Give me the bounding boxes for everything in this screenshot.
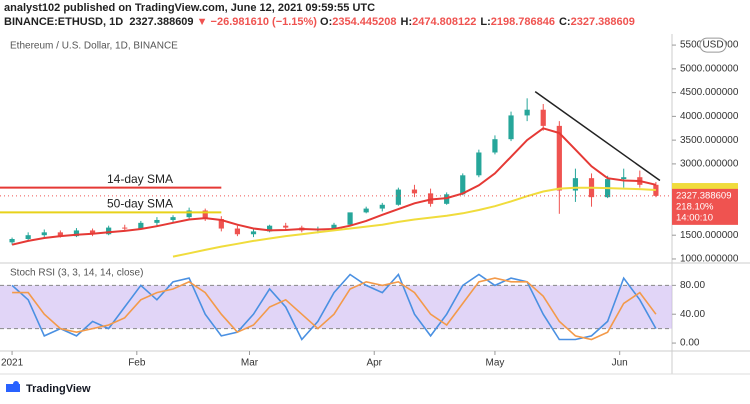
annotation-label: 50-day SMA	[107, 197, 173, 211]
series-line	[172, 186, 656, 258]
ohlc-value: 2327.388609	[570, 16, 635, 28]
candle-body	[234, 228, 241, 235]
currency-badge	[699, 37, 727, 53]
candle-body	[524, 109, 530, 116]
stoch-band	[0, 285, 672, 329]
change: ▼ −26.981610 (−1.15%)	[196, 16, 317, 28]
ohlc-value: 2198.786846	[490, 16, 555, 28]
x-tick-label: Feb	[128, 358, 146, 369]
trend-line	[534, 91, 661, 182]
publisher: analyst102 published on TradingView.com,…	[4, 2, 376, 14]
candle-body	[476, 152, 482, 176]
candle-body	[653, 184, 659, 196]
candle-body	[572, 178, 579, 191]
candle-body	[395, 189, 401, 205]
symbol: BINANCE:ETHUSD, 1D	[4, 16, 124, 28]
ohlc-value: 2354.445208	[332, 16, 397, 28]
candle-body	[331, 224, 337, 230]
x-tick-label: Apr	[366, 358, 382, 369]
candle-body	[250, 231, 257, 235]
stoch-title: Stoch RSI (3, 3, 14, 14, close)	[10, 268, 143, 279]
candle-body	[186, 210, 192, 218]
y-tick-label: 3000.000000	[680, 159, 739, 170]
price: 2327.388609	[129, 16, 194, 28]
candle-body	[621, 177, 627, 180]
ohlc: O:2354.445208 H:2474.808122 L:2198.786846 C…	[320, 16, 639, 28]
last-price-label: 2327.388609	[676, 190, 731, 201]
candle-body	[363, 208, 369, 213]
candle-body	[347, 212, 353, 225]
ohlc-label: H:	[400, 16, 413, 28]
y-tick-label: 4500.000000	[680, 87, 739, 98]
y-tick-label: 1000.000000	[680, 254, 739, 265]
series-line	[11, 127, 657, 246]
ohlc-label: C:	[558, 16, 571, 28]
candle-body	[379, 204, 385, 209]
symbol-line: BINANCE:ETHUSD, 1D 2327.388609 ▼ −26.981…	[4, 16, 639, 28]
last-price-box	[672, 188, 738, 225]
y-tick-label: 4000.000000	[680, 111, 739, 122]
candle-body	[218, 219, 224, 229]
candle-body	[25, 235, 31, 239]
candle-body	[508, 115, 514, 140]
annotation-label: 14-day SMA	[107, 172, 173, 186]
candle-body	[73, 230, 80, 237]
candle-body	[540, 109, 546, 126]
chart-title: Ethereum / U.S. Dollar, 1D, BINANCE	[10, 41, 178, 52]
candle-body	[202, 210, 208, 220]
x-tick-label: 2021	[1, 358, 24, 369]
candle-body	[122, 227, 128, 229]
candle-body	[89, 230, 96, 235]
brand: TradingView	[26, 383, 91, 395]
candle-body	[57, 232, 63, 237]
last-price-label: 14:00:10	[676, 212, 713, 223]
ohlc-label: O:	[320, 16, 333, 28]
y-tick-label: 80.00	[680, 280, 705, 291]
y-tick-label: 3500.000000	[680, 135, 739, 146]
series-line	[11, 273, 657, 341]
candle-body	[492, 139, 498, 153]
candle-body	[138, 222, 144, 229]
x-tick-label: Jun	[612, 358, 628, 369]
tv-logo	[6, 381, 20, 392]
candle-body	[41, 232, 47, 236]
y-tick-label: 5000.000000	[680, 63, 739, 74]
series-line	[12, 277, 657, 341]
candle-body	[283, 225, 289, 228]
candle-body	[411, 189, 418, 194]
candle-body	[267, 225, 273, 232]
x-tick-label: Mar	[241, 358, 259, 369]
currency: USD	[702, 40, 723, 51]
last-price-label: 218.10%	[676, 201, 714, 212]
candle-body	[460, 175, 466, 195]
y-tick-label: 40.00	[680, 309, 705, 320]
candle-body	[106, 227, 112, 235]
ohlc-value: 2474.808122	[412, 16, 477, 28]
candle-body	[9, 238, 15, 243]
candle-body	[154, 219, 160, 223]
x-tick-label: May	[485, 358, 504, 369]
y-tick-label: 0.00	[680, 338, 700, 349]
y-tick-label: 1500.000000	[680, 230, 739, 241]
candle-body	[556, 125, 562, 191]
ohlc-label: L:	[480, 16, 491, 28]
candle-body	[170, 217, 176, 220]
